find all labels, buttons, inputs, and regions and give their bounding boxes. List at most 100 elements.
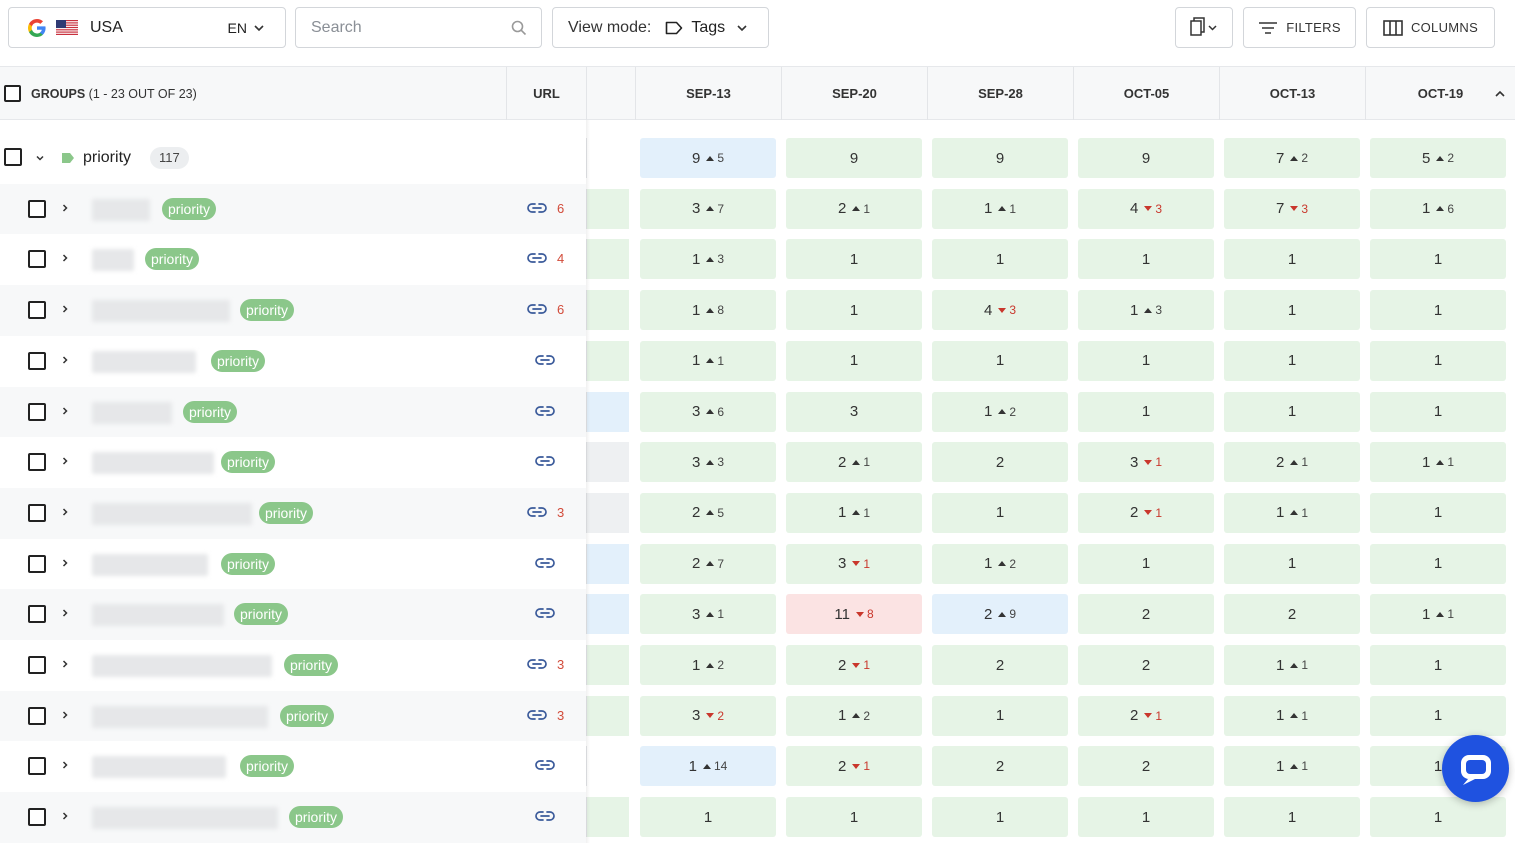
tag-badge[interactable]: priority — [221, 552, 276, 575]
tag-badge[interactable]: priority — [289, 806, 344, 829]
position-cell[interactable]: 9 — [1078, 138, 1214, 178]
table-row[interactable]: priority 1 14 2 1 2 2 1 1 1 — [0, 741, 1515, 793]
link-icon[interactable] — [535, 454, 555, 468]
position-cell[interactable]: 2 — [932, 442, 1068, 483]
link-icon[interactable] — [535, 606, 555, 620]
chevron-up-icon[interactable] — [1493, 87, 1507, 101]
row-checkbox[interactable] — [28, 250, 46, 269]
filters-button[interactable]: FILTERS — [1243, 7, 1356, 48]
search-input[interactable] — [311, 18, 501, 37]
link-icon[interactable] — [535, 353, 555, 367]
position-cell[interactable]: 1 — [1370, 645, 1506, 685]
position-cell[interactable]: 9 — [786, 138, 922, 178]
table-row[interactable]: priority 1 1 1 1 1 1 1 — [0, 335, 1515, 387]
search-icon[interactable] — [511, 20, 527, 36]
position-cell[interactable]: 1 — [1224, 543, 1360, 584]
position-cell[interactable]: 1 — [1224, 340, 1360, 381]
chat-button[interactable] — [1442, 735, 1509, 802]
row-checkbox[interactable] — [28, 605, 46, 624]
date-column-header[interactable]: SEP-28 — [927, 67, 1073, 120]
position-cell[interactable]: 1 — [786, 340, 922, 381]
chevron-right-icon[interactable] — [59, 557, 71, 569]
group-checkbox[interactable] — [4, 148, 22, 166]
position-cell[interactable]: 2 — [1224, 594, 1360, 635]
table-row[interactable]: priority 2 7 3 1 1 2 1 1 1 — [0, 538, 1515, 590]
tag-badge[interactable]: priority — [183, 400, 238, 423]
link-icon[interactable] — [535, 758, 555, 772]
chevron-right-icon[interactable] — [59, 354, 71, 366]
view-mode-selector[interactable]: View mode: Tags — [552, 7, 769, 48]
position-cell[interactable]: 1 — [1224, 391, 1360, 432]
table-row[interactable]: priority 6 3 7 2 1 1 1 4 3 7 3 1 6 — [0, 183, 1515, 235]
position-cell[interactable]: 1 — [786, 239, 922, 280]
position-cell[interactable]: 1 — [1370, 797, 1506, 838]
position-cell[interactable]: 9 — [932, 138, 1068, 178]
link-icon[interactable] — [527, 302, 547, 316]
chevron-down-icon[interactable] — [34, 152, 46, 164]
link-icon[interactable] — [535, 404, 555, 418]
table-row[interactable]: priority 3 3 2 1 2 3 1 2 1 1 1 — [0, 437, 1515, 489]
date-column-header[interactable]: OCT-13 — [1219, 67, 1365, 120]
row-checkbox[interactable] — [28, 808, 46, 827]
link-icon[interactable] — [535, 556, 555, 570]
link-icon[interactable] — [527, 505, 547, 519]
position-cell[interactable]: 1 — [1224, 239, 1360, 280]
position-cell[interactable]: 1 — [1370, 695, 1506, 736]
position-cell[interactable]: 11 8 — [786, 594, 922, 635]
position-cell[interactable]: 1 — [1078, 797, 1214, 838]
chevron-right-icon[interactable] — [59, 405, 71, 417]
tag-badge[interactable]: priority — [240, 299, 295, 322]
tag-badge[interactable]: priority — [221, 451, 276, 474]
chevron-right-icon[interactable] — [59, 303, 71, 315]
position-cell[interactable]: 1 — [1078, 391, 1214, 432]
position-cell[interactable]: 1 — [932, 492, 1068, 533]
link-icon[interactable] — [527, 201, 547, 215]
table-row[interactable]: priority 3 1 2 2 1 2 2 1 1 1 — [0, 640, 1515, 691]
position-cell[interactable]: 1 — [1078, 239, 1214, 280]
position-cell[interactable]: 2 — [1078, 746, 1214, 787]
chevron-right-icon[interactable] — [59, 202, 71, 214]
position-cell[interactable]: 1 — [1370, 239, 1506, 280]
url-column-header[interactable]: URL — [506, 67, 586, 120]
tag-badge[interactable]: priority — [240, 755, 295, 778]
chevron-right-icon[interactable] — [59, 810, 71, 822]
table-row[interactable]: priority 3 2 5 1 1 1 2 1 1 1 1 — [0, 487, 1515, 539]
date-column-header[interactable]: SEP-13 — [635, 67, 781, 120]
chevron-right-icon[interactable] — [59, 709, 71, 721]
row-checkbox[interactable] — [28, 503, 46, 522]
position-cell[interactable]: 2 — [1078, 645, 1214, 685]
row-checkbox[interactable] — [28, 301, 46, 320]
group-row[interactable]: priority 117 9 5 9 9 9 7 2 5 2 — [0, 133, 1515, 184]
row-checkbox[interactable] — [28, 554, 46, 573]
table-row[interactable]: priority 3 6 3 1 2 1 1 1 — [0, 386, 1515, 438]
position-cell[interactable]: 2 — [932, 645, 1068, 685]
position-cell[interactable]: 1 — [932, 695, 1068, 736]
link-icon[interactable] — [527, 657, 547, 671]
date-column-header[interactable]: OCT-19 — [1365, 67, 1515, 120]
table-row[interactable]: priority 4 1 3 1 1 1 1 1 — [0, 234, 1515, 286]
row-checkbox[interactable] — [28, 656, 46, 674]
tag-badge[interactable]: priority — [280, 704, 335, 727]
position-cell[interactable]: 1 — [932, 239, 1068, 280]
position-cell[interactable]: 1 — [1370, 340, 1506, 381]
position-cell[interactable]: 1 — [1224, 797, 1360, 838]
position-cell[interactable]: 1 — [932, 340, 1068, 381]
